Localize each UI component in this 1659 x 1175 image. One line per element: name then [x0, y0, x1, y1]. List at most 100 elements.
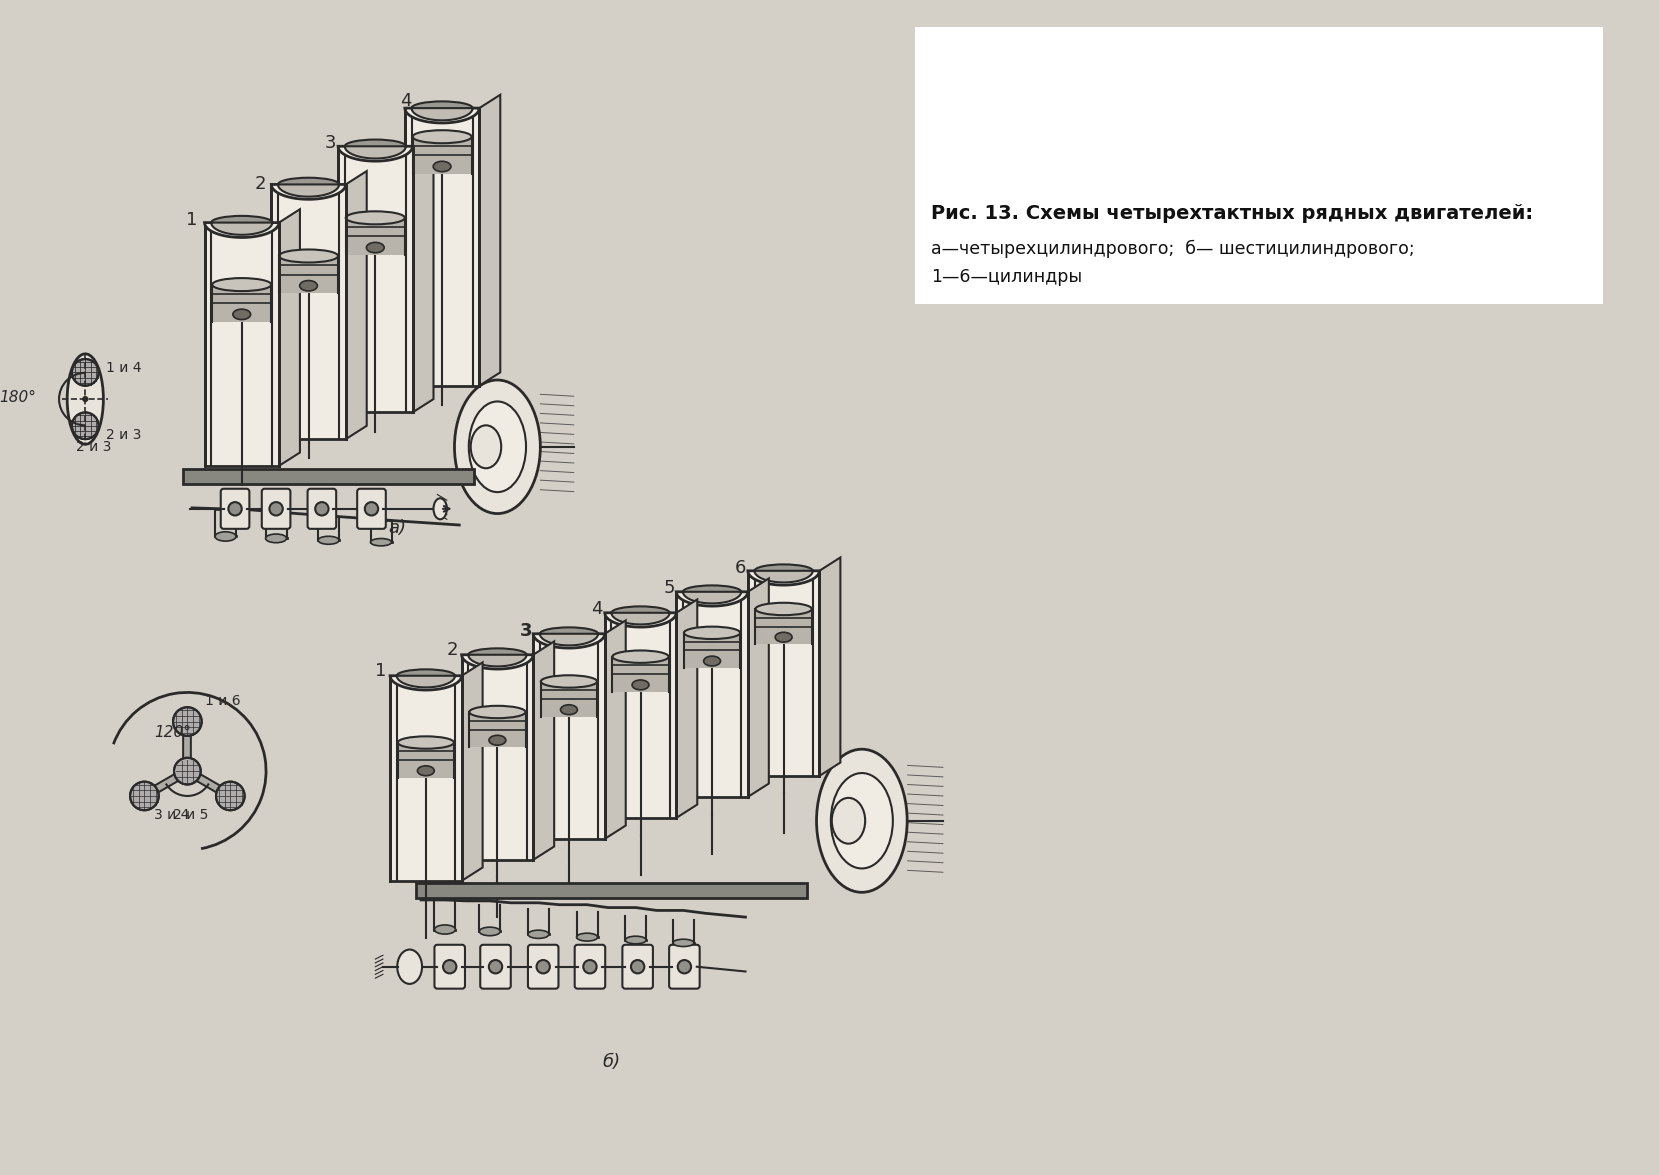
- Ellipse shape: [561, 705, 577, 714]
- Polygon shape: [533, 633, 606, 649]
- Polygon shape: [279, 184, 338, 196]
- Circle shape: [489, 960, 503, 973]
- Circle shape: [443, 960, 456, 973]
- Polygon shape: [345, 217, 405, 255]
- Polygon shape: [533, 633, 606, 839]
- Ellipse shape: [469, 706, 526, 718]
- Polygon shape: [748, 571, 820, 585]
- Bar: [916, 27, 1603, 303]
- Ellipse shape: [831, 773, 893, 868]
- Circle shape: [216, 781, 244, 811]
- Polygon shape: [468, 654, 526, 666]
- Text: 3 и 4: 3 и 4: [154, 808, 189, 822]
- Ellipse shape: [433, 161, 451, 172]
- Bar: [416, 882, 808, 898]
- Polygon shape: [279, 209, 300, 465]
- Ellipse shape: [435, 925, 456, 934]
- Ellipse shape: [397, 670, 455, 683]
- Polygon shape: [612, 613, 670, 624]
- Ellipse shape: [265, 533, 287, 543]
- Circle shape: [173, 707, 202, 736]
- Polygon shape: [211, 222, 272, 235]
- Text: 1—6—цилиндры: 1—6—цилиндры: [931, 268, 1083, 287]
- FancyBboxPatch shape: [221, 489, 249, 529]
- Polygon shape: [405, 108, 479, 385]
- Ellipse shape: [489, 736, 506, 745]
- Polygon shape: [272, 184, 345, 200]
- Text: 2: 2: [446, 642, 458, 659]
- Polygon shape: [398, 743, 455, 778]
- Polygon shape: [68, 354, 103, 444]
- Ellipse shape: [471, 425, 501, 469]
- Polygon shape: [539, 633, 597, 645]
- Polygon shape: [612, 657, 669, 692]
- Circle shape: [83, 397, 88, 402]
- Circle shape: [536, 960, 549, 973]
- Polygon shape: [533, 642, 554, 860]
- Polygon shape: [345, 146, 406, 159]
- Ellipse shape: [397, 949, 421, 983]
- Polygon shape: [461, 654, 533, 669]
- Ellipse shape: [216, 532, 236, 542]
- Text: 3: 3: [325, 134, 337, 153]
- Ellipse shape: [755, 603, 811, 616]
- Text: 120°: 120°: [154, 725, 191, 740]
- FancyBboxPatch shape: [435, 945, 465, 988]
- Polygon shape: [541, 682, 597, 717]
- FancyBboxPatch shape: [262, 489, 290, 529]
- Polygon shape: [212, 284, 272, 322]
- Polygon shape: [338, 146, 413, 412]
- Polygon shape: [411, 108, 473, 120]
- Ellipse shape: [684, 626, 740, 639]
- Text: 1: 1: [186, 210, 197, 229]
- Circle shape: [174, 758, 201, 785]
- Text: а): а): [388, 519, 406, 537]
- Polygon shape: [390, 676, 461, 881]
- FancyBboxPatch shape: [357, 489, 387, 529]
- Ellipse shape: [468, 649, 526, 662]
- Text: 6: 6: [735, 559, 747, 577]
- Ellipse shape: [577, 933, 597, 941]
- Ellipse shape: [831, 798, 866, 844]
- Ellipse shape: [345, 140, 406, 153]
- Text: Рис. 13. Схемы четырехтактных рядных двигателей:: Рис. 13. Схемы четырехтактных рядных дви…: [931, 203, 1533, 222]
- Circle shape: [71, 412, 98, 439]
- Polygon shape: [606, 620, 625, 839]
- FancyBboxPatch shape: [479, 945, 511, 988]
- Ellipse shape: [411, 101, 473, 115]
- Ellipse shape: [539, 627, 597, 640]
- Text: 2 и 5: 2 и 5: [173, 808, 209, 822]
- Text: 180°: 180°: [0, 390, 36, 404]
- Text: 3: 3: [519, 622, 533, 640]
- Polygon shape: [479, 95, 501, 385]
- FancyBboxPatch shape: [574, 945, 606, 988]
- Polygon shape: [677, 592, 748, 606]
- Ellipse shape: [612, 606, 670, 619]
- Circle shape: [71, 360, 98, 385]
- Text: 5: 5: [664, 579, 675, 597]
- Polygon shape: [684, 592, 742, 604]
- Text: 1: 1: [375, 662, 387, 680]
- Circle shape: [584, 960, 597, 973]
- Circle shape: [365, 502, 378, 516]
- Text: 2 и 3: 2 и 3: [106, 429, 141, 442]
- Polygon shape: [755, 571, 813, 583]
- Ellipse shape: [625, 936, 647, 944]
- Ellipse shape: [479, 927, 501, 935]
- Text: 1 и 6: 1 и 6: [204, 693, 241, 707]
- Polygon shape: [397, 676, 455, 687]
- Ellipse shape: [612, 651, 669, 663]
- Ellipse shape: [684, 585, 742, 598]
- Circle shape: [630, 960, 644, 973]
- Circle shape: [315, 502, 328, 516]
- Polygon shape: [677, 592, 748, 797]
- Polygon shape: [748, 571, 820, 776]
- Polygon shape: [469, 712, 526, 747]
- Polygon shape: [677, 599, 697, 818]
- Polygon shape: [405, 108, 479, 123]
- FancyBboxPatch shape: [622, 945, 654, 988]
- Polygon shape: [684, 633, 740, 669]
- Ellipse shape: [469, 402, 526, 492]
- Ellipse shape: [418, 766, 435, 776]
- Polygon shape: [755, 609, 811, 644]
